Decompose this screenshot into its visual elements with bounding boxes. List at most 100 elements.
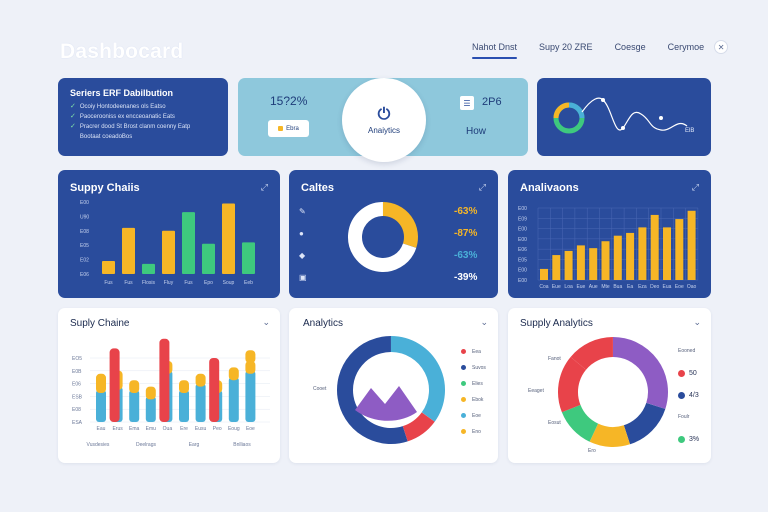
summary-list: ✓ Ocoiy Hontodeenanes ols Eatso ✓ Paoceroo…	[70, 102, 190, 142]
bar-segment	[228, 377, 239, 422]
bar-segment	[195, 383, 206, 422]
close-icon[interactable]: ✕	[714, 40, 729, 54]
x-tick-label: Eue	[552, 284, 561, 290]
check-icon: ✓	[70, 123, 76, 130]
caltes-slice	[348, 202, 417, 272]
supply-chaine-title: Suply Chaine	[70, 318, 130, 329]
nav-item-0[interactable]: Nahot Dnst	[472, 42, 518, 59]
bar	[222, 203, 235, 274]
analytics-donut-chart	[337, 336, 445, 444]
legend-item: Foulr	[678, 414, 690, 420]
x-tick-label: Ere	[180, 426, 188, 432]
page-title: Dashbocard	[60, 40, 184, 63]
caltes-value: -39%	[454, 271, 478, 283]
legend-item: Elies	[461, 376, 486, 392]
bar	[638, 227, 647, 280]
bar	[242, 242, 255, 274]
y-tick-label: E00	[518, 227, 527, 233]
trend-value-label: ElB	[685, 128, 694, 134]
x-tick-label: Fus	[184, 280, 193, 286]
caltes-title: Caltes	[301, 182, 335, 194]
chevron-down-icon[interactable]: ⌄	[693, 317, 701, 327]
bar-segment	[228, 367, 239, 381]
legend-swatch	[461, 397, 466, 403]
x-tick-label: Oua	[163, 426, 173, 432]
caltes-card: Caltes ⤢ ✎ ● ◆ ▣ -63% -87% -63% -39%	[289, 170, 498, 298]
x-tick-label: Eue	[576, 284, 585, 290]
trend-ring-cyan	[568, 102, 585, 119]
expand-icon[interactable]: ⤢	[260, 182, 268, 192]
legend-item: Eno	[461, 424, 486, 440]
x-tick-label: Bua	[613, 284, 622, 290]
trend-point	[601, 98, 605, 102]
chevron-down-icon[interactable]: ⌄	[480, 317, 488, 327]
legend-item: Suvos	[461, 360, 486, 376]
legend-swatch	[461, 429, 466, 435]
bar	[552, 255, 561, 280]
legend-item: 4/3	[678, 384, 699, 406]
x-tick-label: Fus	[124, 280, 133, 286]
nav-item-2[interactable]: Coesge	[614, 42, 646, 52]
legend-swatch	[678, 369, 685, 377]
list-item: ✓Bootaat coeadoBos	[79, 134, 133, 140]
bar-segment	[129, 380, 140, 393]
side-label: Eeaget	[528, 388, 544, 394]
banner-pill[interactable]: Ebra	[268, 120, 309, 137]
summary-card: Seriers ERF Dabilbution ✓ Ocoiy Hontodeen…	[58, 78, 228, 156]
x-tick-label: Soup	[223, 280, 235, 286]
power-icon: ⏻	[377, 105, 391, 123]
y-tick-label: ESA	[72, 420, 83, 426]
x-tick-label: Ea	[627, 284, 633, 290]
y-tick-label: EO5	[72, 356, 82, 362]
legend-item: Ebok	[461, 392, 486, 408]
y-tick-label: E00	[80, 200, 89, 206]
x-tick-label: Eua	[663, 284, 672, 290]
supply-analytics-slice	[561, 404, 599, 442]
chevron-down-icon[interactable]: ⌄	[262, 317, 270, 327]
supply-analytics-slice	[589, 423, 630, 447]
x-group-label: Deelrags	[136, 442, 157, 448]
supply-analytics-slice	[570, 337, 614, 371]
supply-analytics-donut-chart	[558, 337, 668, 447]
bar	[626, 232, 635, 280]
check-icon: ✓	[70, 113, 76, 120]
bar-segment	[179, 380, 189, 393]
side-label: Eosut	[548, 420, 561, 426]
bar-segment	[245, 350, 256, 363]
y-tick-label: ESB	[72, 394, 83, 400]
bar	[540, 268, 548, 280]
y-tick-label: U90	[80, 214, 89, 220]
nav-item-1[interactable]: Supy 20 ZRE	[539, 42, 593, 52]
list-item: -63%	[454, 200, 492, 222]
x-tick-label: Emu	[146, 426, 157, 432]
bar-segment	[245, 370, 256, 422]
legend-swatch	[278, 126, 284, 131]
x-tick-label: Oao	[687, 284, 697, 290]
y-tick-label: E05	[80, 243, 89, 249]
bar	[564, 250, 573, 280]
analytics-bubble[interactable]: ⏻ Anaiytics	[342, 78, 426, 162]
top-nav: Nahot Dnst Supy 20 ZRE Coesge Cerymoe ✕	[472, 40, 729, 59]
y-tick-label: E05	[518, 257, 527, 263]
legend-swatch	[678, 391, 685, 399]
summary-title: Seriers ERF Dabilbution	[70, 88, 174, 98]
nav-item-3[interactable]: Cerymoe	[667, 42, 705, 52]
x-tick-label: Eusu	[195, 426, 207, 432]
list-item: ◆	[299, 244, 333, 266]
supply-analytics-slice	[612, 337, 668, 409]
expand-icon[interactable]: ⤢	[478, 182, 486, 192]
trend-point	[621, 126, 625, 130]
analivaons-card: Analivaons ⤢ E00 E00 E05 E06 E00 E00 E09 E00 Coa…	[508, 170, 711, 298]
supply-analytics-slice	[558, 356, 587, 413]
x-tick-label: Ema	[129, 426, 140, 432]
caltes-slice	[382, 202, 418, 248]
supply-chains-bar-chart: E06 E02 E05 E08 U90 E00 Fus Fus Flosis Fluy Fus Epo…	[80, 200, 255, 286]
expand-icon[interactable]: ⤢	[691, 182, 699, 192]
x-tick-label: Eau	[97, 426, 106, 432]
analytics-slice	[337, 336, 408, 444]
caltes-values: -63% -87% -63% -39%	[454, 200, 492, 288]
cart-icon: ●	[299, 228, 304, 238]
analytics-slice	[390, 336, 445, 422]
banner-right-value: 2P6	[482, 96, 502, 108]
bar-segment	[96, 373, 106, 393]
